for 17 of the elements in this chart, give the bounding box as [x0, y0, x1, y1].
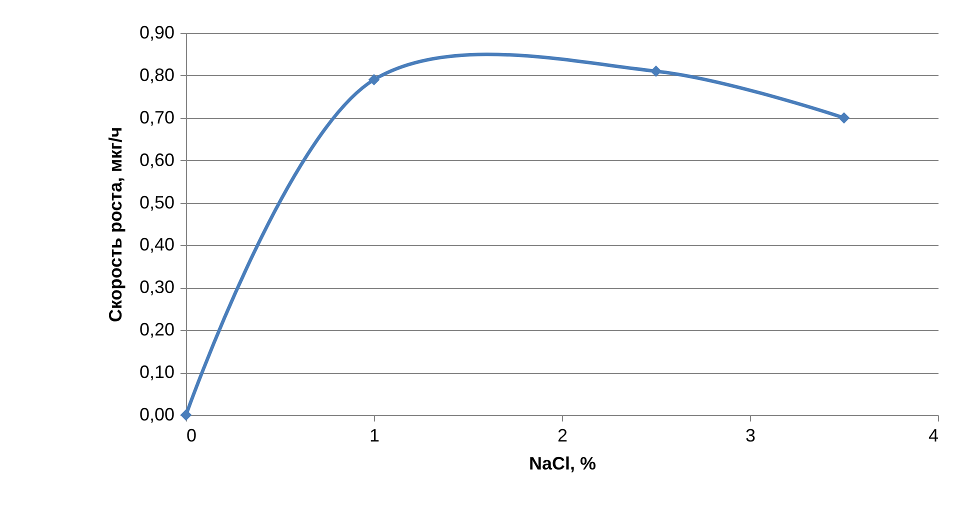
y-tick-label: 0,60	[139, 150, 174, 170]
x-tick-label: 0	[186, 426, 197, 446]
y-tick-label: 0,80	[139, 64, 174, 85]
y-tick-label: 0,30	[139, 277, 174, 298]
y-tick-label: 0,90	[139, 22, 174, 42]
y-tick-label: 0,20	[139, 320, 174, 340]
x-tick-label: 1	[369, 426, 380, 446]
y-tick-label: 0,10	[139, 362, 174, 382]
y-tick-label: 0,50	[139, 192, 174, 212]
y-axis-title: Скорость роста, мкг/ч	[105, 126, 126, 322]
x-tick-label: 3	[745, 426, 756, 446]
y-tick-label: 0,40	[139, 234, 174, 255]
y-tick-label: 0,00	[139, 404, 174, 424]
x-tick-label: 4	[928, 426, 938, 446]
x-tick-label: 2	[557, 426, 568, 446]
x-axis-title: NaCl, %	[528, 454, 596, 474]
y-tick-label: 0,70	[139, 107, 174, 128]
